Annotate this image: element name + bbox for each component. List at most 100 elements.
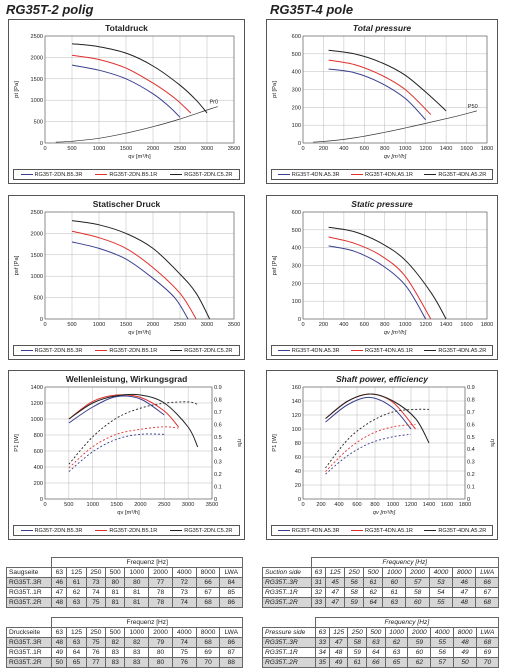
table-cell: 66 (366, 657, 386, 668)
table-cell: 65 (384, 657, 409, 668)
frequency-header: Frequency [Hz] (314, 617, 500, 628)
band-header: 63 (310, 567, 327, 578)
legend-label: RG35T-2DN.C5.2R (184, 171, 233, 178)
table-corner (6, 617, 53, 628)
band-header: 4000 (428, 567, 454, 578)
legend-label: RG35T-4DN.A5.2R (438, 527, 487, 534)
table-cell: 49 (453, 647, 477, 658)
noise-table-druckseite: Frequenz [Hz] Druckseite 63 125 250 500 1000 20… (5, 617, 243, 668)
legend-item: RG35T-2DN.B5.3R (20, 348, 82, 354)
y-tick-label: 400 (292, 246, 301, 252)
table-cell: 64 (366, 647, 386, 658)
table-cell: 47 (452, 587, 477, 598)
legend-item: RG35T-2DN.B5.3R (20, 172, 82, 178)
table-cell: 63 (384, 647, 409, 658)
legend-swatch (277, 529, 290, 531)
band-header: LWA (219, 627, 243, 638)
table-cell: 64 (66, 647, 87, 658)
legend-label: RG35T-4DN.A5.3R (291, 171, 340, 178)
table-cell: 88 (219, 657, 243, 668)
system-curve-label: Pr0 (209, 100, 218, 106)
x-axis-label: qv [m³/h] (117, 510, 140, 516)
table-side-header: Suction side (262, 567, 312, 578)
table-row: RG35T..3R 48 63 75 82 82 79 74 68 86 (5, 637, 243, 648)
series-line-rg35t-4dn-a5-2r (328, 49, 447, 112)
table-cell: 48 (328, 647, 349, 658)
row-label: RG35T..1R (5, 587, 53, 598)
legend-label: RG35T-4DN.A5.2R (438, 347, 487, 354)
x-tick-label: 2000 (134, 502, 146, 508)
table-cell: 70 (475, 657, 500, 668)
chart-title: Totaldruck (105, 23, 148, 33)
x-tick-label: 1500 (120, 146, 132, 152)
x-tick-label: 0 (43, 502, 46, 508)
table-cell: 86 (219, 637, 243, 648)
legend-label: RG35T-2DN.B5.1R (109, 347, 158, 354)
band-header: 250 (85, 627, 107, 638)
legend-swatch (170, 529, 183, 531)
x-tick-label: 500 (67, 322, 76, 328)
x-tick-label: 1800 (459, 502, 471, 508)
table-row: RG35T..1R 32 47 58 62 61 58 54 47 67 (262, 587, 499, 598)
x-tick-label: 1000 (93, 146, 105, 152)
legend-item: RG35T-4DN.A5.1R (351, 528, 413, 534)
band-header: 8000 (195, 627, 221, 638)
y-tick-label: 1000 (31, 417, 43, 423)
legend-label: RG35T-2DN.C5.2R (184, 347, 233, 354)
table-cell: 66 (475, 577, 499, 588)
table-cell: 63 (66, 637, 87, 648)
chart-legend: RG35T-4DN.A5.3R RG35T-4DN.A5.1R RG35T-4DN.… (271, 169, 493, 180)
legend-item: RG35T-4DN.A5.2R (424, 528, 486, 534)
series-line-rg35t-2dn-b5-1r (71, 54, 192, 114)
x-tick-label: 500 (67, 146, 76, 152)
legend-swatch (351, 529, 364, 531)
table-cell: 48 (51, 597, 68, 608)
band-header: 125 (325, 567, 346, 578)
band-header: 2000 (148, 627, 173, 638)
y2-tick-label: 0.3 (214, 460, 222, 466)
table-cell: 80 (148, 647, 173, 658)
x-tick-label: 0 (43, 322, 46, 328)
x-tick-label: 0 (301, 322, 304, 328)
y-axis-label: P1 [W] (14, 434, 20, 452)
chart-panel-totaldruck: Totaldruck 0 500 1000 1500 2000 2500 0 500 1000 15… (8, 19, 245, 184)
x-tick-label: 2500 (174, 322, 186, 328)
row-label: RG35T..3R (5, 577, 53, 588)
legend-item: RG35T-4DN.A5.3R (277, 528, 340, 534)
table-cell: 57 (430, 657, 455, 668)
efficiency-line-rg35t-2dn-b5-1r (68, 426, 179, 469)
x-tick-label: 1800 (481, 322, 493, 328)
legend-swatch (424, 529, 437, 531)
band-header: 125 (66, 567, 87, 578)
legend-swatch (424, 349, 437, 351)
band-header: 1000 (382, 567, 407, 578)
x-tick-label: 1200 (405, 502, 417, 508)
x-tick-label: 400 (339, 322, 348, 328)
y2-tick-label: 0.3 (467, 460, 475, 466)
efficiency-line-rg35t-4dn-a5-2r (325, 408, 430, 469)
chart-svg: 0 100 200 300 400 500 600 0 200 400 600 800 1000 1200… (272, 210, 493, 336)
table-cell: 62 (66, 587, 87, 598)
x-tick-label: 2000 (147, 322, 159, 328)
table-cell: 48 (452, 597, 477, 608)
x-tick-label: 800 (370, 502, 379, 508)
table-cell: 74 (171, 637, 197, 648)
y-tick-label: 160 (292, 385, 301, 391)
band-header: LWA (219, 567, 243, 578)
table-cell: 56 (344, 577, 365, 588)
band-header: 2000 (405, 567, 430, 578)
x-tick-label: 0 (43, 146, 46, 152)
y2-tick-label: 0.1 (214, 485, 222, 491)
x-tick-label: 1400 (440, 322, 452, 328)
chart-title: Wellenleistung, Wirkungsgrad (65, 374, 188, 384)
series-line-rg35t-4dn-a5-2r (325, 393, 430, 444)
y-tick-label: 100 (292, 299, 301, 305)
x-tick-label: 1400 (440, 146, 452, 152)
x-tick-label: 3500 (228, 322, 240, 328)
table-cell: 47 (325, 587, 346, 598)
table-cell: 62 (363, 587, 384, 598)
x-tick-label: 200 (319, 322, 328, 328)
band-header: 500 (105, 567, 126, 578)
y-tick-label: 100 (292, 427, 301, 433)
noise-table-saugseite: Frequenz [Hz] Saugseite 63 125 250 500 1000 200… (5, 557, 243, 608)
